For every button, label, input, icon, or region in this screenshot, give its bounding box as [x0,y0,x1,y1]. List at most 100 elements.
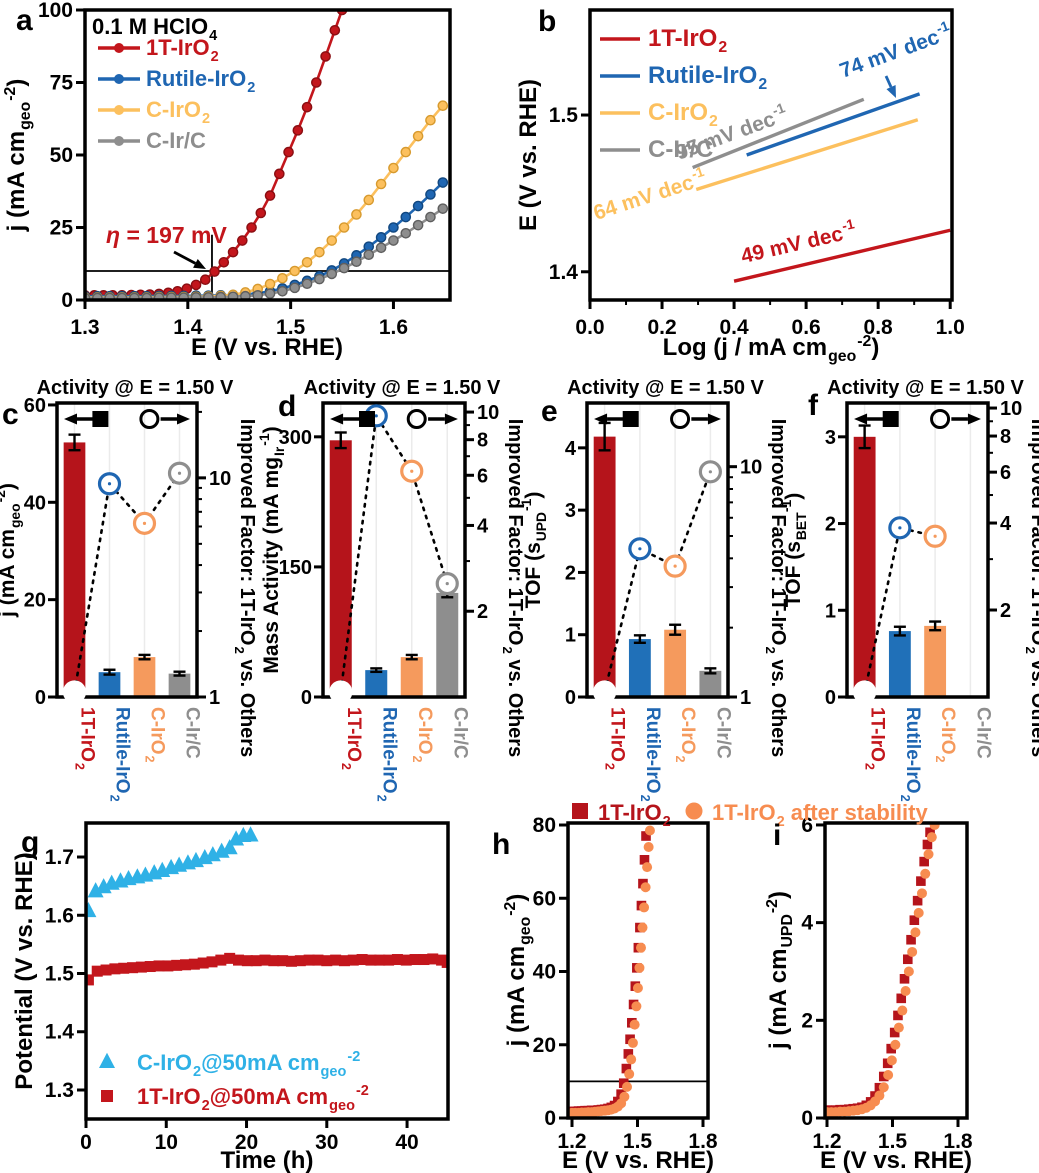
top-legend-item-0: 1T-IrO2 [598,800,671,830]
x-axis-label: E (V vs. RHE) [562,1147,714,1173]
annotation: 74 mV dec-1 [835,17,955,83]
y-right-label: Improved Factor: 1T-IrO2 vs. Others [1023,419,1039,757]
panel-title: Activity @ E = 1.50 V [567,377,764,399]
top-legend-item-1: 1T-IrO2 after stability [712,800,928,830]
bar-2 [664,629,687,697]
yl-tick: 20 [24,590,46,612]
y-tick: 1.5 [549,104,579,127]
x-tick: 1.5 [623,1130,653,1153]
yl-tick: 0 [301,687,312,709]
y-tick: 2 [801,1009,813,1032]
axis-direction-legend [594,409,721,429]
x-tick: 0.0 [575,316,604,339]
legend-b: 1T-IrO2 Rutile-IrO2 C-IrO2 C-Ir/C [600,25,767,163]
yr-tick: 10 [209,468,231,490]
y-tick: 1.4 [549,261,579,284]
annotation: η = 197 mV [106,222,227,248]
yr-tick: 8 [477,430,488,452]
legend-item: 1T-IrO2 [146,35,219,65]
category-label: 1T-IrO2 [863,707,888,770]
yr-tick: 10 [477,402,499,424]
category-label: Rutile-IrO2 [374,707,399,802]
series-1T-IrO2 after stability [569,825,655,1117]
legend-item: 1T-IrO2@50mA cmgeo-2 [137,1083,369,1114]
plot-area [826,824,940,1117]
plot-area [87,826,447,986]
y-left-label: j (mA cmgeo-2) [0,483,23,618]
x-tick: 1.8 [943,1130,973,1153]
series-1T-IrO2 [826,827,935,1115]
bar-3 [699,670,722,697]
y-tick: 6 [801,814,813,837]
yl-tick: 0 [565,687,576,709]
category-label: C-IrO2 [933,707,958,763]
bar-2 [133,657,156,697]
category-label: C-Ir/C [449,707,470,759]
plot-area [569,825,707,1117]
legend-g: C-IrO2@50mA cmgeo-21T-IrO2@50mA cmgeo-2 [99,1049,369,1114]
legend-item: C-IrO2 [146,97,210,127]
panel-letter-i: i [773,819,782,852]
y-tick: 4 [801,912,813,935]
y-tick: 25 [50,217,74,240]
y-tick: 1.6 [45,904,74,927]
category-label: Rutile-IrO2 [898,707,923,802]
x-axis-label: E (V vs. RHE) [191,334,343,361]
panel-letter-d: d [278,390,297,423]
y-tick: 60 [533,887,556,910]
category-label: C-IrO2 [673,707,698,763]
axis-direction-legend [854,409,981,429]
panel-b: 0.0 0.2 0.4 0.6 0.8 1.0 1.4 1.5 Log (j / mA cmge… [515,8,965,365]
bars [593,421,722,697]
series-C-Ir/C tafel [692,97,865,170]
bar-2 [400,657,423,697]
left-axis-square-icon [92,411,109,427]
x-tick: 0.8 [864,316,894,339]
annotation: 64 mV dec-1 [589,163,709,225]
category-label: 1T-IrO2 [339,707,364,770]
yl-tick: 300 [279,427,312,449]
yr-tick: 4 [1000,513,1012,535]
category-label: Rutile-IrO2 [638,707,663,802]
y-right-label: Improved Factor: 1T-IrO2 vs. Others [500,419,526,757]
category-label: C-IrO2 [143,707,168,763]
yr-tick: 8 [1000,426,1011,448]
bar-0 [593,436,616,697]
yr-tick: 4 [477,515,489,537]
x-tick: 40 [395,1131,418,1154]
yl-tick: 0 [35,687,46,709]
x-tick: 10 [155,1131,178,1154]
x-tick: 1.2 [557,1130,586,1153]
series-C-IrO2 tafel [695,118,919,192]
bars [329,431,459,697]
yl-tick: 1 [565,625,576,647]
x-tick: 0 [80,1131,92,1154]
panel-g: 0 10 20 30 40 1.3 1.4 1.5 1.6 1.7 Time (h) Potentia… [11,821,450,1173]
axes-c: 0 20 40 60 1 10 Activity @ E = 1.50 V j (mA cmg… [0,377,258,802]
x-axis-label: Time (h) [221,1147,314,1173]
right-axis-circle-icon [930,409,951,429]
series-C-IrO2@50mA [87,826,259,918]
bar-0 [63,442,86,697]
y-left-label: TOF (sUPD-1) [518,492,549,609]
panel-letter-f: f [808,389,818,422]
category-label: 1T-IrO2 [603,707,628,770]
y-tick: 40 [533,961,556,984]
legend-item: Rutile-IrO2 [648,62,767,93]
yl-tick: 3 [825,427,836,449]
x-tick: 1.6 [379,316,408,339]
bar-1 [365,670,388,697]
y-tick: 0 [801,1107,813,1130]
x-tick: 30 [315,1131,338,1154]
panel-letter-e: e [541,395,558,428]
left-axis-square-icon [359,411,376,427]
x-tick: 0.4 [719,316,749,339]
left-axis-square-icon [882,411,899,427]
y-left-label: Mass Activity (mA mgIr-1) [256,426,287,673]
category-label: C-Ir/C [712,707,733,759]
yl-tick: 2 [825,514,836,536]
panel-title: Activity @ E = 1.50 V [304,377,501,399]
y-axis-label: j (mA cmgeo-2) [502,894,534,1048]
